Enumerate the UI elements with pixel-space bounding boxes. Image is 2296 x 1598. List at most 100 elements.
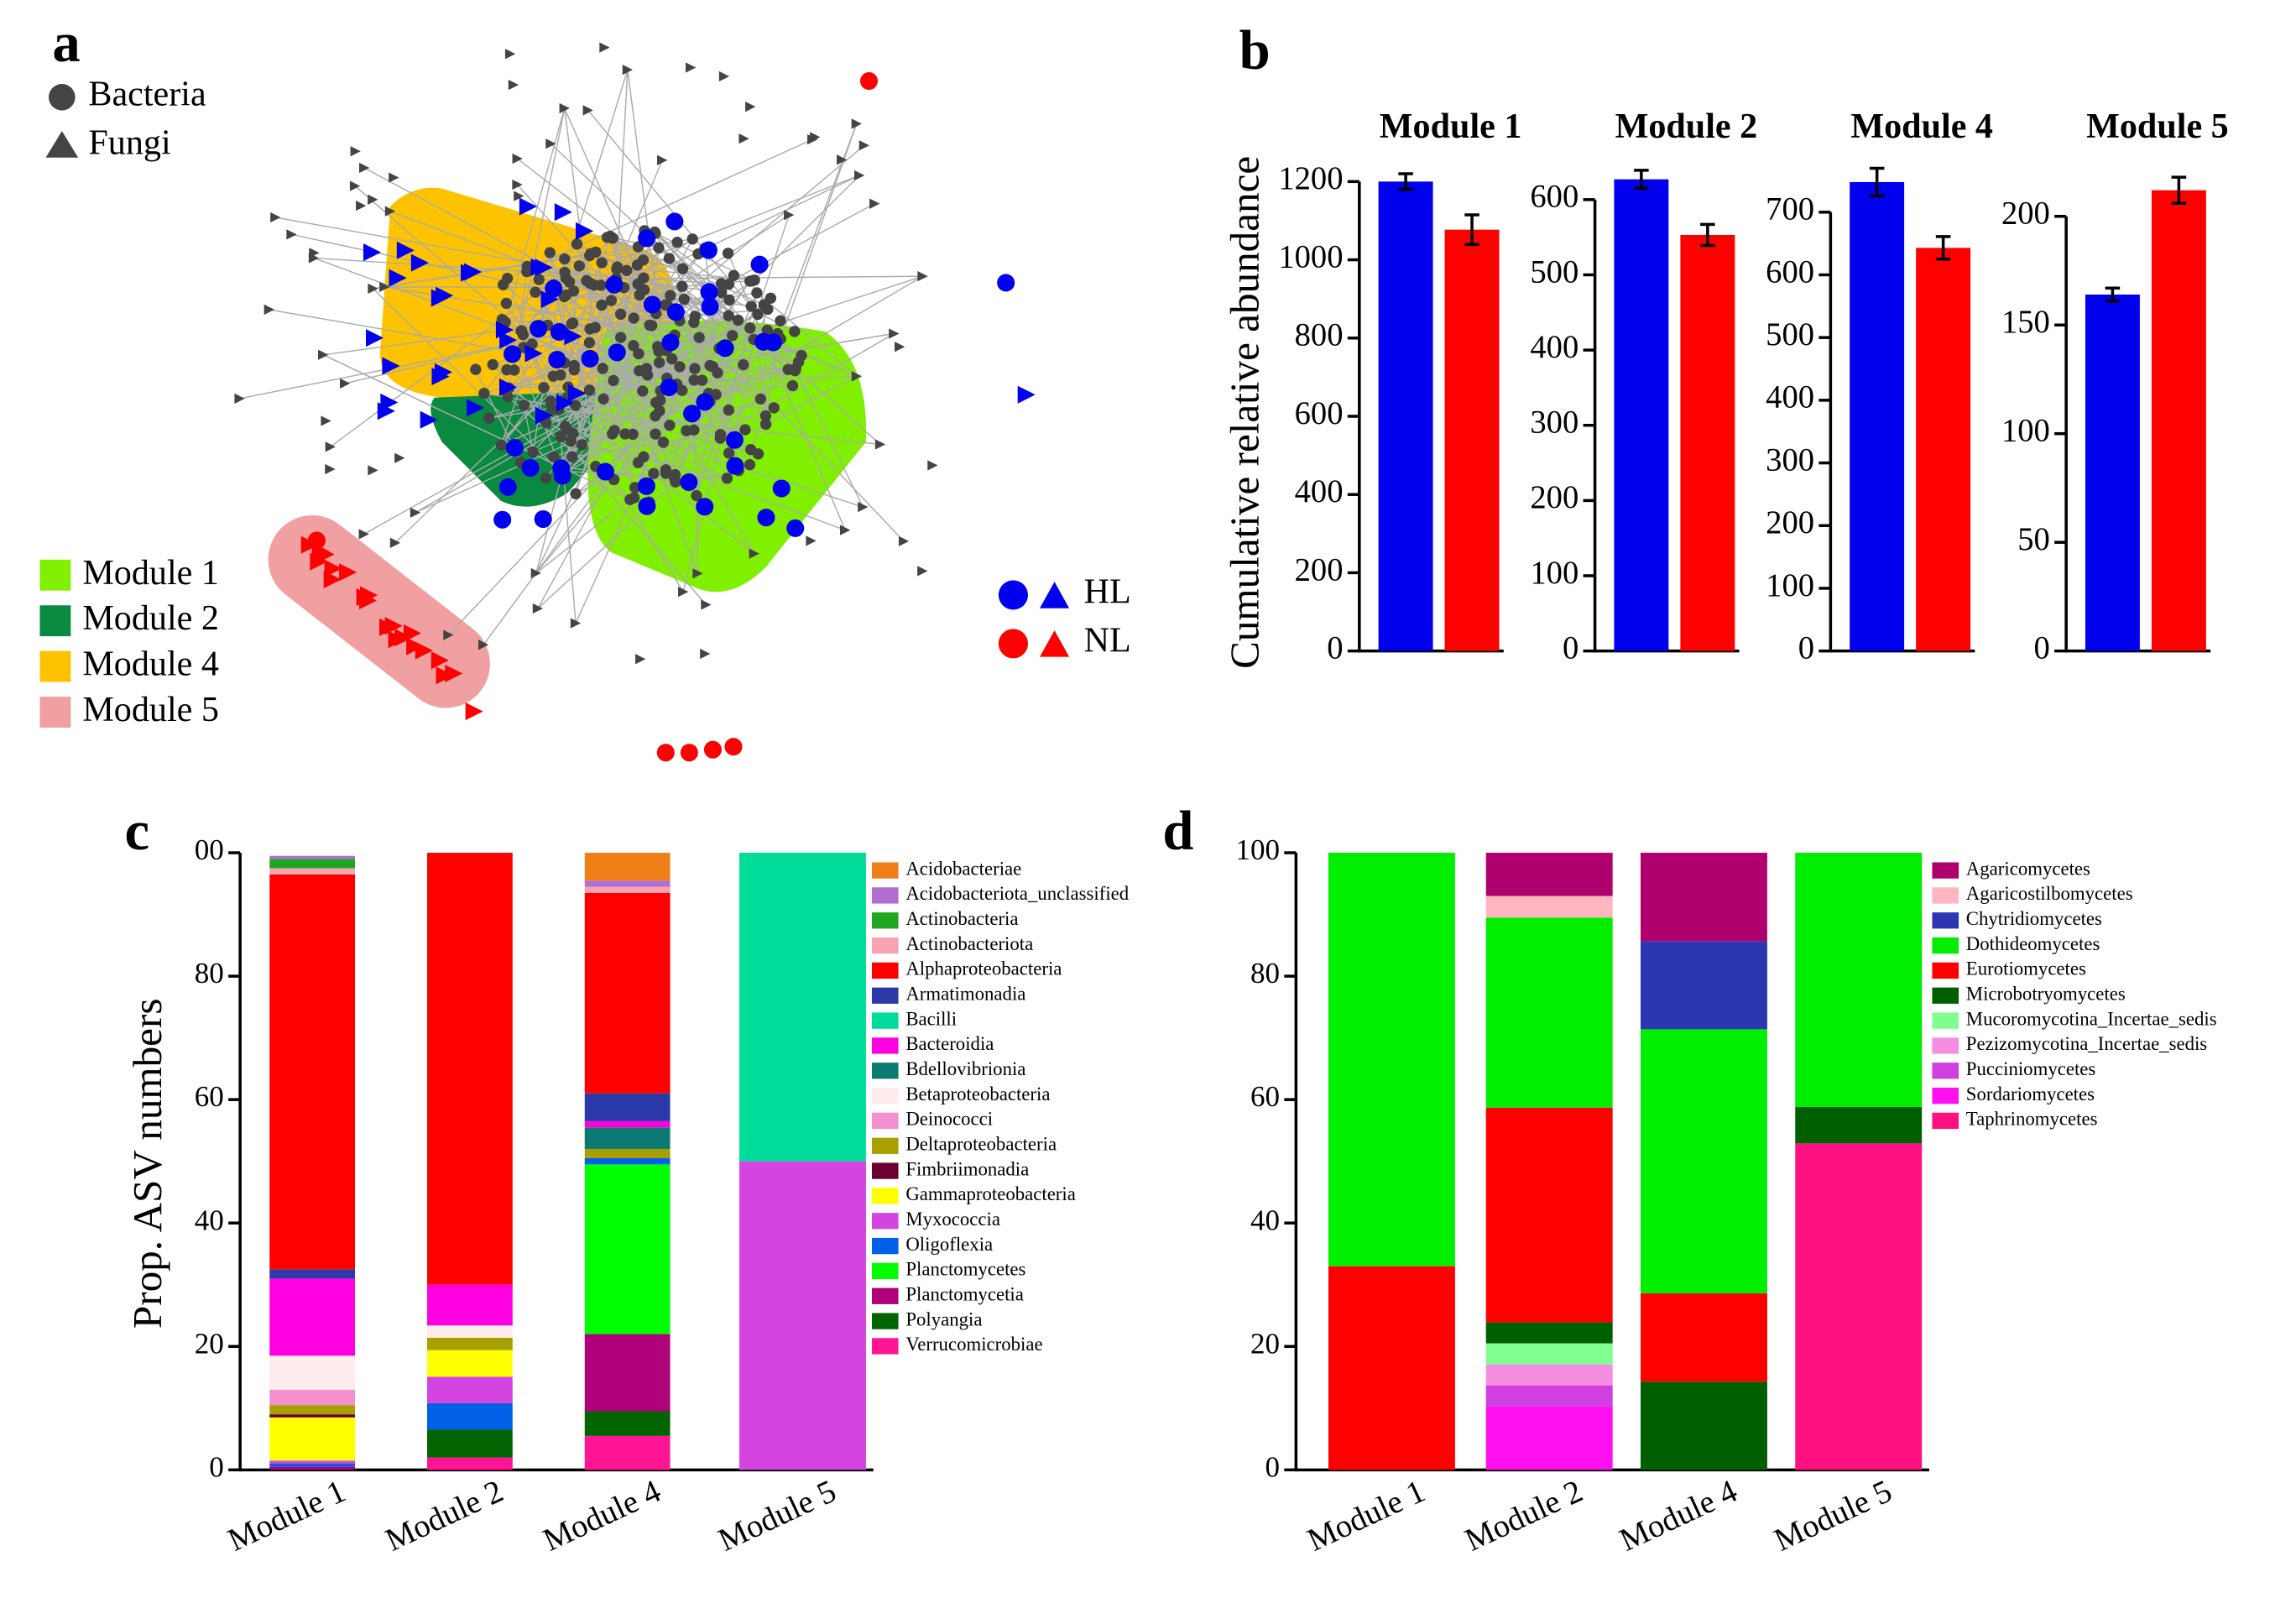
edge — [655, 368, 796, 404]
node — [467, 399, 485, 417]
node — [559, 266, 571, 279]
legend-swatch — [871, 1338, 899, 1355]
bar — [2151, 190, 2206, 651]
node — [761, 324, 774, 337]
node — [529, 320, 548, 338]
node — [410, 253, 429, 272]
legend-label: Module 5 — [82, 690, 219, 729]
node — [519, 197, 537, 216]
node — [534, 509, 552, 529]
node — [638, 497, 656, 515]
node — [693, 332, 705, 343]
node — [504, 345, 522, 363]
legend-label: Verrucomicrobiae — [905, 1334, 1042, 1355]
edge — [488, 400, 551, 419]
node — [674, 361, 686, 373]
edge — [564, 69, 629, 273]
bar-segment — [1485, 896, 1613, 918]
legend-swatch — [871, 1137, 899, 1154]
y-tick-label: 500 — [1766, 317, 1814, 352]
node — [388, 630, 406, 649]
edge — [322, 354, 631, 500]
node — [752, 308, 764, 321]
legend-swatch — [1932, 1037, 1959, 1054]
node — [728, 269, 740, 281]
legend-swatch — [1932, 862, 1959, 879]
node — [721, 473, 733, 484]
node — [596, 257, 608, 269]
x-tick-label: Module 5 — [713, 1474, 842, 1559]
node — [997, 274, 1015, 292]
node — [768, 402, 780, 414]
edge — [654, 232, 720, 349]
legend-swatch — [871, 962, 899, 979]
y-tick-label: 1200 — [1278, 161, 1343, 196]
node — [384, 206, 396, 217]
edge — [754, 175, 860, 281]
node — [689, 311, 701, 322]
legend-label: Planctomycetes — [905, 1259, 1025, 1280]
node — [583, 384, 596, 396]
legend-swatch — [871, 1287, 899, 1304]
node — [806, 535, 817, 546]
node — [359, 162, 370, 174]
node — [851, 371, 863, 382]
node — [764, 333, 782, 352]
node — [738, 133, 749, 144]
y-tick-label: 600 — [1530, 180, 1578, 215]
bar-segment — [269, 874, 356, 1270]
y-tick-label: 80 — [1250, 957, 1280, 990]
node — [632, 457, 644, 468]
node — [555, 431, 566, 443]
legend-swatch — [39, 697, 71, 728]
node — [368, 194, 378, 205]
node — [732, 314, 744, 326]
node — [622, 65, 634, 76]
node — [772, 479, 791, 498]
node — [683, 405, 702, 423]
edge — [695, 316, 802, 357]
node — [657, 436, 670, 448]
node — [545, 279, 563, 298]
edge — [659, 275, 923, 363]
node — [611, 264, 623, 275]
edge — [532, 389, 591, 452]
node — [638, 284, 650, 295]
bar — [1850, 181, 1905, 651]
node — [498, 378, 518, 396]
edge — [553, 368, 796, 457]
y-tick-label: 400 — [1530, 330, 1578, 365]
node — [366, 329, 384, 347]
legend-swatch — [871, 1162, 899, 1179]
node — [566, 427, 579, 440]
legend-label: Deinococci — [905, 1109, 993, 1130]
x-tick-label: Module 2 — [380, 1474, 509, 1559]
node — [548, 350, 566, 369]
edge — [535, 335, 733, 574]
node — [723, 404, 735, 416]
node — [676, 280, 688, 292]
node — [521, 458, 540, 477]
edge — [560, 466, 676, 483]
edge — [655, 232, 722, 285]
node — [552, 459, 571, 478]
edge — [394, 369, 575, 544]
node — [509, 364, 520, 376]
legend-label: Acidobacteriae — [905, 858, 1021, 879]
edge — [492, 363, 728, 479]
node — [394, 452, 405, 463]
bar-segment — [1485, 1322, 1613, 1344]
edge — [643, 175, 860, 279]
legend-swatch — [1932, 987, 1959, 1004]
y-tick-label: 40 — [195, 1204, 224, 1236]
legend-label: Deltaproteobacteria — [905, 1133, 1057, 1154]
legend-label: Actinobacteria — [905, 908, 1018, 929]
node — [723, 278, 735, 290]
legend-swatch — [871, 1313, 899, 1329]
node — [745, 102, 756, 112]
bar-segment — [1485, 853, 1613, 896]
node — [310, 552, 328, 571]
node — [796, 349, 807, 362]
node — [325, 441, 336, 452]
y-tick-label: 300 — [1766, 442, 1814, 478]
